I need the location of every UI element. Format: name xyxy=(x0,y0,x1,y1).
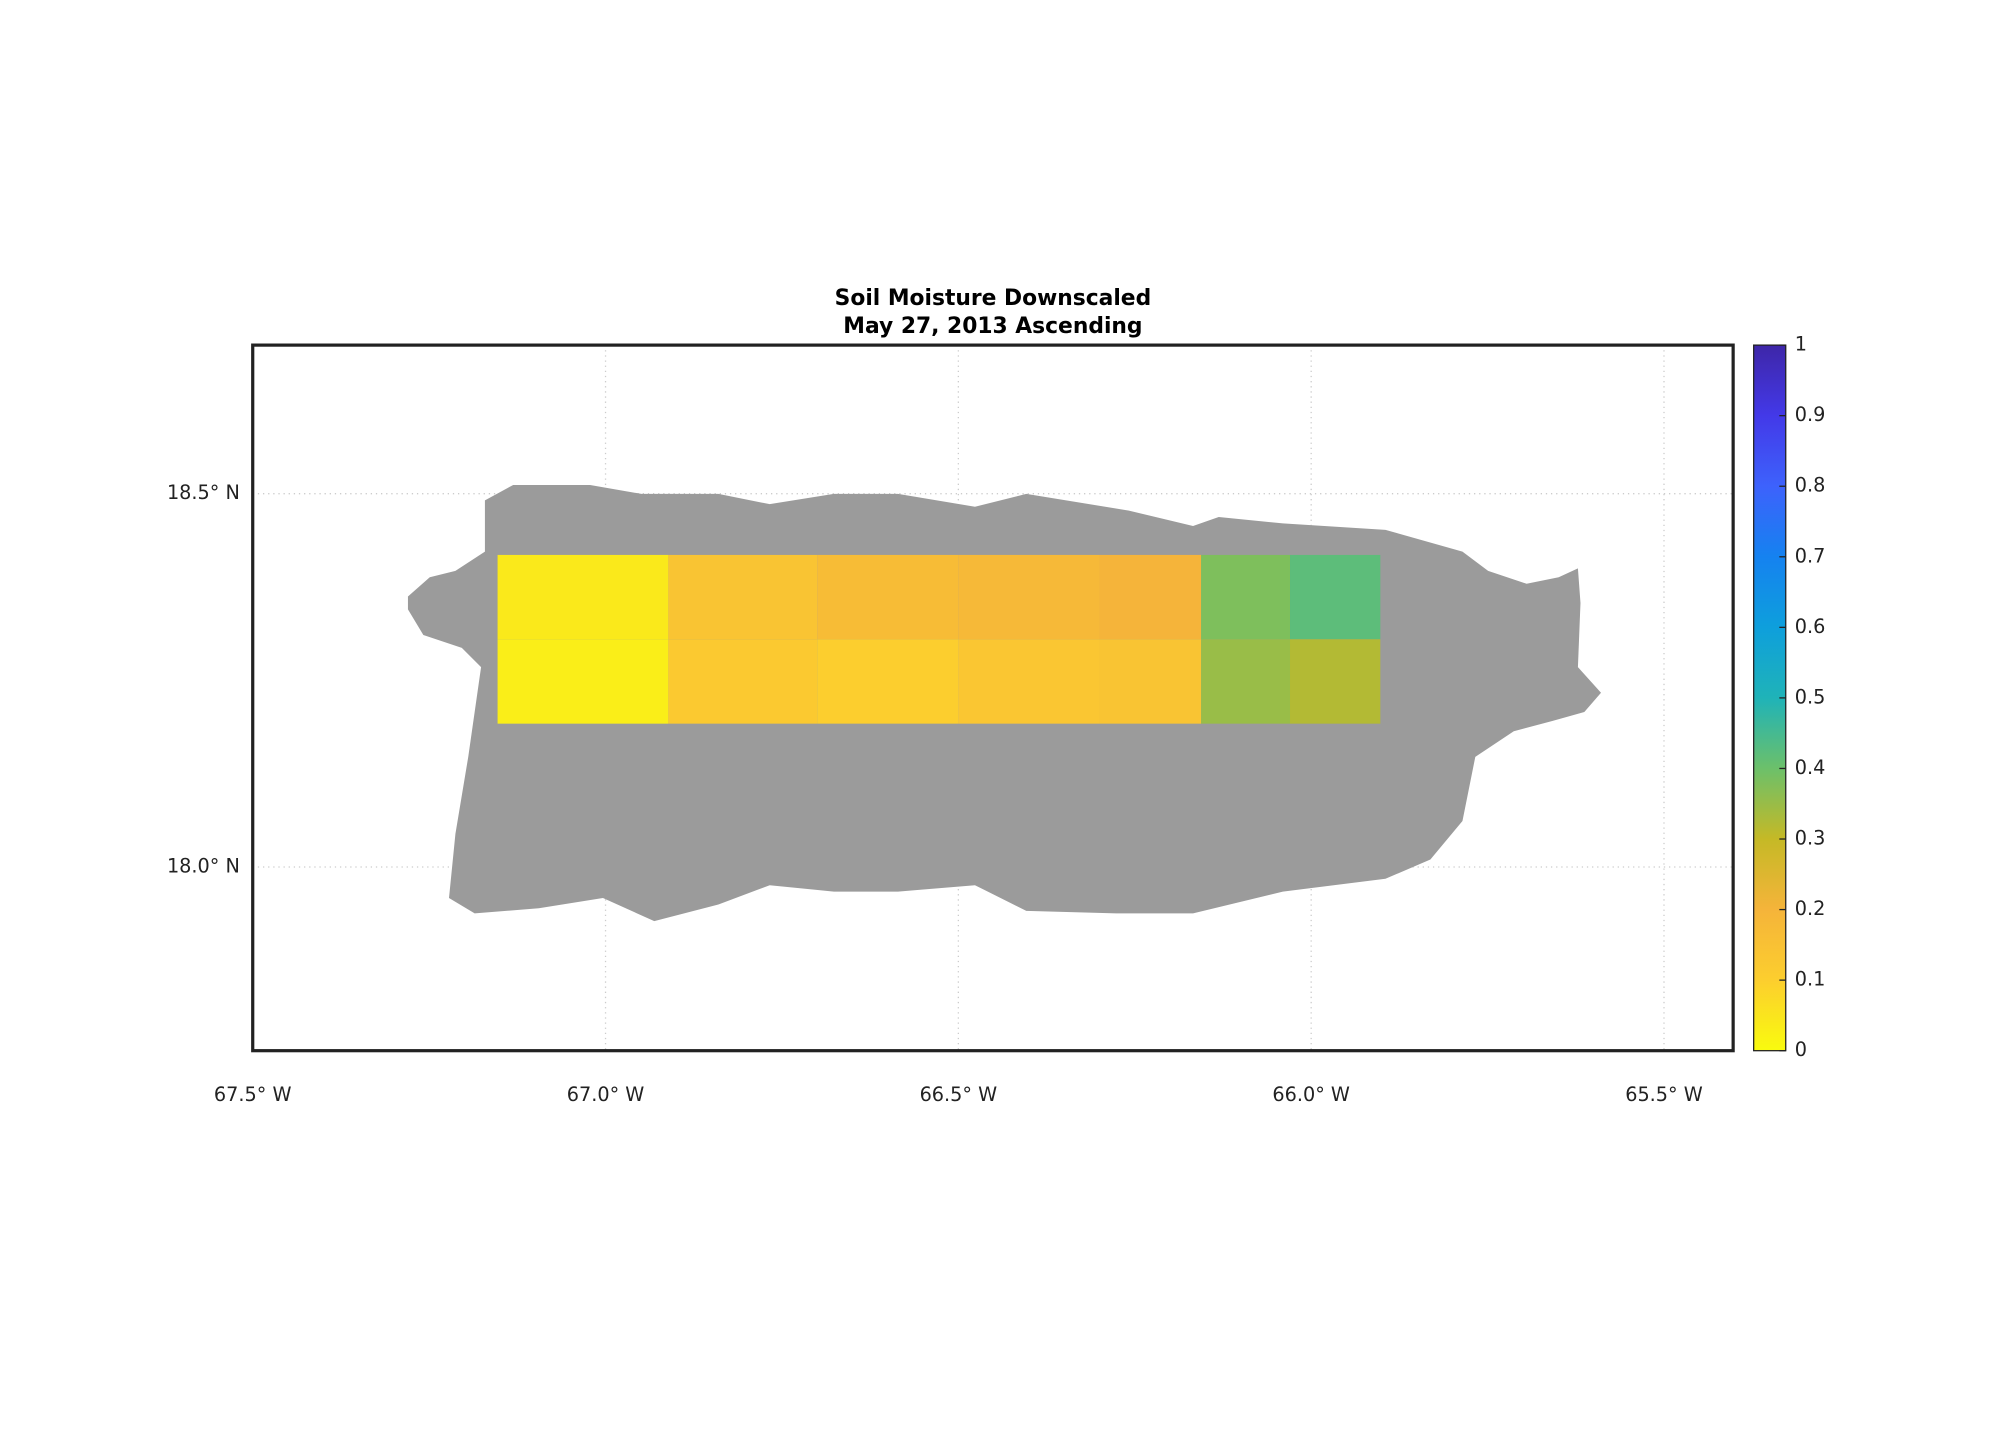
x-tick-label: 66.0° W xyxy=(1272,1083,1350,1106)
colorbar-tick-label: 0.7 xyxy=(1795,544,1826,567)
y-tick-label: 18.5° N xyxy=(167,481,240,504)
cell xyxy=(958,554,1100,640)
colorbar-tick-label: 0.2 xyxy=(1795,897,1826,920)
cell xyxy=(1290,639,1381,724)
chart-title: Soil Moisture Downscaled xyxy=(835,286,1152,311)
cell xyxy=(497,639,669,724)
colorbar-tick-label: 0.8 xyxy=(1795,474,1826,497)
cell xyxy=(1099,554,1202,640)
cell xyxy=(668,554,818,640)
cell xyxy=(817,554,959,640)
cell xyxy=(1290,554,1381,640)
x-tick-label: 66.5° W xyxy=(920,1083,998,1106)
cell xyxy=(668,639,818,724)
colorbar-tick-label: 0.9 xyxy=(1795,403,1826,426)
colorbar-tick-label: 0.5 xyxy=(1795,685,1826,708)
chart-subtitle: May 27, 2013 Ascending xyxy=(843,314,1142,339)
cell xyxy=(497,554,669,640)
colorbar-tick-label: 1 xyxy=(1795,333,1807,356)
cell xyxy=(1099,639,1202,724)
colorbar-tick-label: 0.4 xyxy=(1795,756,1826,779)
cell xyxy=(1201,554,1291,640)
cell xyxy=(817,639,959,724)
cell xyxy=(1201,639,1291,724)
colorbar-tick-label: 0 xyxy=(1795,1038,1807,1061)
colorbar-tick-label: 0.3 xyxy=(1795,827,1826,850)
x-tick-label: 65.5° W xyxy=(1625,1083,1703,1106)
axes-frame xyxy=(251,343,1735,1053)
x-tick-label: 67.5° W xyxy=(214,1083,292,1106)
cell xyxy=(958,639,1100,724)
x-tick-label: 67.0° W xyxy=(567,1083,645,1106)
y-tick-label: 18.0° N xyxy=(167,855,240,878)
colorbar-tick-label: 0.6 xyxy=(1795,615,1826,638)
colorbar-tick-label: 0.1 xyxy=(1795,968,1826,991)
